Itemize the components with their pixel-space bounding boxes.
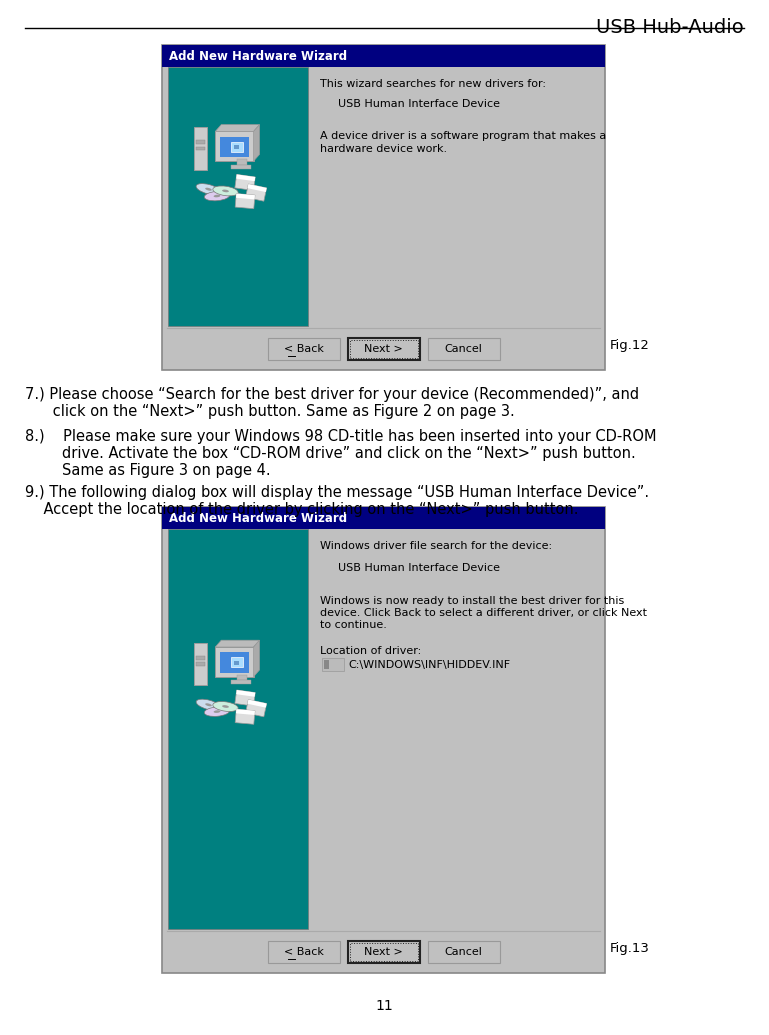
Bar [196, 140, 205, 144]
Ellipse shape [205, 191, 230, 201]
Bar [194, 643, 207, 685]
Text: device. Click Back to select a different driver, or click Next: device. Click Back to select a different… [320, 608, 647, 618]
Text: Add New Hardware Wizard: Add New Hardware Wizard [169, 511, 347, 525]
Bar [231, 657, 242, 668]
Text: USB Human Interface Device: USB Human Interface Device [338, 563, 500, 573]
Bar [322, 658, 344, 671]
Bar [162, 507, 605, 973]
Ellipse shape [213, 702, 238, 711]
Text: 7.) Please choose “Search for the best driver for your device (Recommended)”, an: 7.) Please choose “Search for the best d… [25, 387, 639, 402]
Text: Windows is now ready to install the best driver for this: Windows is now ready to install the best… [320, 596, 624, 607]
Bar [237, 675, 247, 680]
Bar [348, 941, 420, 963]
Bar [194, 127, 207, 170]
Bar [162, 507, 605, 529]
Text: Add New Hardware Wizard: Add New Hardware Wizard [169, 50, 347, 62]
Polygon shape [194, 127, 207, 170]
Ellipse shape [205, 704, 211, 706]
Bar [220, 652, 249, 673]
Ellipse shape [196, 183, 221, 195]
Polygon shape [235, 709, 255, 724]
Ellipse shape [214, 710, 221, 713]
Text: < Back: < Back [284, 947, 324, 957]
Bar [348, 338, 420, 360]
Polygon shape [236, 174, 255, 181]
Bar [162, 45, 605, 67]
Bar [268, 941, 339, 963]
Text: This wizard searches for new drivers for:: This wizard searches for new drivers for… [320, 79, 546, 89]
Text: Fig.13: Fig.13 [610, 942, 650, 955]
Polygon shape [215, 124, 259, 131]
Text: Windows driver file search for the device:: Windows driver file search for the devic… [320, 541, 552, 551]
Ellipse shape [214, 195, 221, 198]
Bar [196, 655, 205, 659]
Text: 8.)    Please make sure your Windows 98 CD-title has been inserted into your CD-: 8.) Please make sure your Windows 98 CD-… [25, 428, 657, 444]
Polygon shape [248, 700, 267, 708]
Bar [234, 145, 239, 149]
Bar [231, 680, 251, 684]
Text: Cancel: Cancel [444, 947, 482, 957]
Polygon shape [245, 700, 267, 717]
Text: hardware device work.: hardware device work. [320, 144, 447, 154]
Bar [231, 142, 242, 152]
Text: Fig.12: Fig.12 [610, 339, 650, 352]
Bar [428, 338, 500, 360]
Polygon shape [235, 690, 255, 706]
Bar [215, 647, 254, 677]
Bar [162, 45, 605, 369]
Polygon shape [236, 194, 255, 200]
Polygon shape [254, 124, 259, 161]
Text: A device driver is a software program that makes a: A device driver is a software program th… [320, 131, 606, 141]
Text: < Back: < Back [284, 344, 324, 354]
Polygon shape [215, 641, 259, 647]
Ellipse shape [205, 187, 211, 190]
Text: Next >: Next > [365, 947, 403, 957]
Ellipse shape [222, 705, 229, 708]
Text: to continue.: to continue. [320, 620, 387, 630]
Bar [268, 338, 339, 360]
Bar [168, 67, 308, 326]
Bar [234, 660, 239, 664]
Polygon shape [236, 709, 255, 715]
Bar [237, 159, 247, 165]
Text: Next >: Next > [365, 344, 403, 354]
Bar [168, 529, 308, 929]
Text: USB Human Interface Device: USB Human Interface Device [338, 99, 500, 109]
Bar [196, 662, 205, 666]
Bar [349, 341, 418, 358]
Bar [349, 943, 418, 962]
Ellipse shape [205, 707, 230, 716]
Bar [231, 165, 251, 169]
Text: drive. Activate the box “CD-ROM drive” and click on the “Next>” push button.: drive. Activate the box “CD-ROM drive” a… [25, 446, 636, 461]
Text: Location of driver:: Location of driver: [320, 646, 421, 656]
Polygon shape [236, 690, 255, 697]
Ellipse shape [213, 186, 238, 196]
Bar [324, 660, 329, 669]
Polygon shape [245, 184, 267, 201]
Text: C:\WINDOWS\INF\HIDDEV.INF: C:\WINDOWS\INF\HIDDEV.INF [348, 660, 510, 670]
Polygon shape [235, 194, 255, 209]
Polygon shape [254, 641, 259, 677]
Ellipse shape [196, 700, 221, 710]
Bar [196, 147, 205, 150]
Polygon shape [194, 643, 207, 685]
Text: Cancel: Cancel [444, 344, 482, 354]
Text: Same as Figure 3 on page 4.: Same as Figure 3 on page 4. [25, 463, 271, 478]
Ellipse shape [222, 189, 229, 193]
Text: Accept the location of the driver by clicking on the “Next>” push button.: Accept the location of the driver by cli… [25, 502, 578, 518]
Bar [428, 941, 500, 963]
Text: 9.) The following dialog box will display the message “USB Human Interface Devic: 9.) The following dialog box will displa… [25, 485, 649, 500]
Bar [215, 131, 254, 161]
Text: 11: 11 [375, 999, 394, 1013]
Polygon shape [248, 184, 267, 193]
Polygon shape [235, 174, 255, 190]
Bar [220, 137, 249, 157]
Text: click on the “Next>” push button. Same as Figure 2 on page 3.: click on the “Next>” push button. Same a… [25, 404, 514, 419]
Text: USB Hub-Audio: USB Hub-Audio [596, 18, 744, 37]
